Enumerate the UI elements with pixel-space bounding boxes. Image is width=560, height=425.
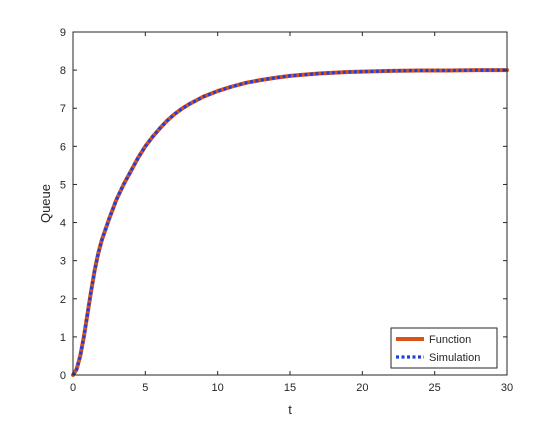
x-tick-label: 5 — [142, 382, 148, 394]
x-tick-label: 10 — [212, 382, 224, 394]
y-tick-label: 0 — [60, 370, 66, 382]
legend-label-simulation: Simulation — [429, 352, 480, 364]
y-tick-label: 6 — [60, 141, 66, 153]
x-axis-label: t — [288, 402, 292, 417]
series-layer — [71, 68, 509, 377]
legend-box — [390, 327, 498, 369]
y-tick-label: 5 — [60, 179, 66, 191]
y-tick-label: 9 — [60, 27, 66, 39]
plot-background — [73, 32, 507, 375]
y-tick-label: 2 — [60, 294, 66, 306]
y-tick-label: 4 — [60, 218, 66, 230]
x-tick-label: 20 — [356, 382, 368, 394]
axes-layer: 0 5 10 15 20 25 30 0 1 2 3 4 5 6 7 8 9 — [60, 27, 513, 394]
x-tick-label: 0 — [70, 382, 76, 394]
x-tick-label: 25 — [429, 382, 441, 394]
series-line-simulation — [71, 68, 507, 376]
y-tick-label: 1 — [60, 332, 66, 344]
y-tick-label: 7 — [60, 103, 66, 115]
y-tick-label: 3 — [60, 256, 66, 268]
y-tick-label: 8 — [60, 65, 66, 77]
legend: Function Simulation — [390, 327, 498, 369]
legend-label-function: Function — [429, 334, 471, 346]
x-tick-label: 15 — [284, 382, 296, 394]
x-tick-label: 30 — [501, 382, 513, 394]
plot-area — [73, 32, 507, 375]
y-axis-label: Queue — [38, 184, 53, 223]
